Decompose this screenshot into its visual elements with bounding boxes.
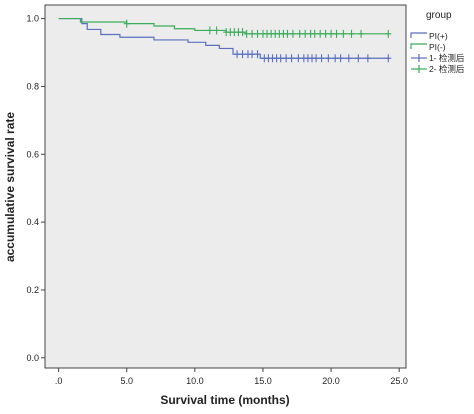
legend-item-1: PI(+) [410,31,448,41]
censor-mark-series-2 [289,29,296,38]
censor-mark-series-1 [234,50,241,59]
y-tick-label: 1.0 [26,14,39,24]
censor-mark-series-1 [288,54,295,63]
censor-mark-series-2 [322,29,329,38]
y-tick-label: 0.6 [26,149,39,159]
legend-label: PI(+) [429,31,448,41]
series-line-1 [58,17,390,59]
legend-swatch-line [410,32,427,38]
censor-mark-series-1 [355,54,362,63]
censor-mark-series-1 [313,54,320,63]
censor-mark-series-2 [243,29,250,38]
censor-mark-series-2 [249,29,256,38]
censor-mark-series-2 [254,29,261,38]
censor-mark-series-1 [345,54,352,63]
censor-mark-series-2 [296,29,303,38]
legend-label: 1- 检测后 [429,53,465,63]
plot-background [44,4,407,369]
censor-mark-series-2 [358,29,365,38]
censor-mark-series-2 [206,26,213,35]
censor-mark-series-1 [337,54,344,63]
y-tick-label: 0.8 [26,81,39,91]
series-layer [58,17,392,63]
censor-mark-series-2 [284,29,291,38]
censor-mark-series-2 [302,29,309,38]
censor-mark-series-2 [311,29,318,38]
censor-mark-series-1 [364,54,371,63]
censor-mark-series-1 [295,54,302,63]
censor-mark-series-2 [348,29,355,38]
legend-title: group [426,10,452,21]
censor-mark-series-2 [123,19,130,28]
legend-item-4: 2- 检测后 [411,64,465,74]
x-tick-label: 20.0 [322,376,340,386]
censor-mark-series-2 [385,29,392,38]
y-tick-label: 0.0 [26,353,39,363]
y-axis-label: accumulative survival rate [3,112,17,262]
censor-mark-series-1 [325,54,332,63]
censor-mark-series-2 [328,29,335,38]
censor-mark-series-2 [213,26,220,35]
y-tick-label: 0.4 [26,217,39,227]
x-tick-label: 25.0 [390,376,408,386]
x-tick-label: 15.0 [254,376,272,386]
censor-mark-series-1 [318,54,325,63]
x-tick-label: 10.0 [186,376,204,386]
censor-mark-series-1 [332,54,339,63]
y-tick-label: 0.2 [26,285,39,295]
censor-mark-series-1 [239,50,246,59]
censor-mark-series-1 [277,54,284,63]
legend-label: PI(-) [429,42,446,52]
censor-mark-series-1 [385,54,392,63]
x-axis-label: Survival time (months) [160,393,289,407]
censor-mark-series-1 [249,50,256,59]
x-tick-label: 5.0 [120,376,133,386]
censor-mark-series-2 [340,29,347,38]
legend-swatch-line [410,43,427,49]
x-tick-label: .0 [55,376,63,386]
censor-mark-series-2 [239,28,246,37]
legend-item-2: PI(-) [410,42,446,52]
legend-item-3: 1- 检测后 [411,53,465,63]
censor-mark-series-1 [283,54,290,63]
censor-mark-series-1 [254,50,261,59]
censor-mark-series-2 [317,29,324,38]
legend-label: 2- 检测后 [429,64,465,74]
axis-layer: .0 5.0 10.0 15.0 20.0 25.0 0.0 0.2 0.4 0.6 0.8 1.0 [26,14,407,386]
censor-mark-series-2 [333,29,340,38]
